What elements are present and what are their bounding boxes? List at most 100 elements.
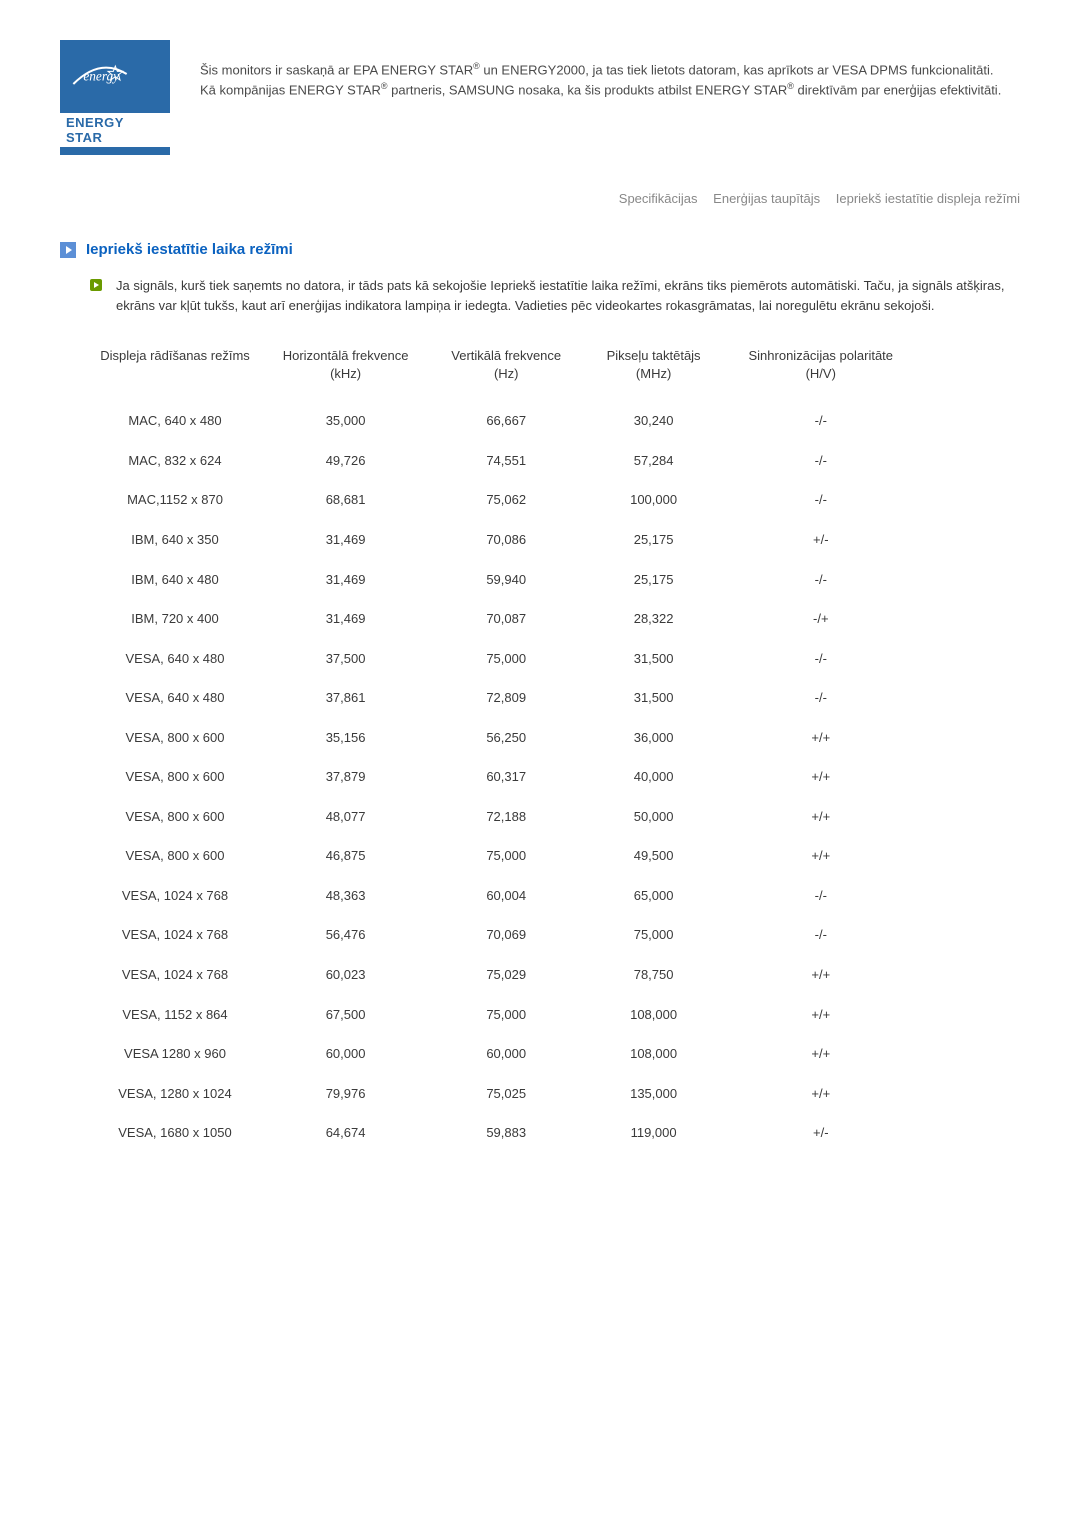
table-cell: -/-: [726, 915, 916, 955]
table-cell: 68,681: [260, 480, 431, 520]
table-cell: VESA, 800 x 600: [90, 797, 260, 837]
table-cell: 67,500: [260, 995, 431, 1035]
table-cell: VESA 1280 x 960: [90, 1034, 260, 1074]
table-cell: 60,000: [260, 1034, 431, 1074]
table-cell: 37,879: [260, 757, 431, 797]
tab-ieprieks-iestatite-rezimi[interactable]: Iepriekš iestatītie displeja režīmi: [836, 191, 1020, 206]
intro-part: un ENERGY2000, ja tas tiek lietots dator…: [480, 62, 994, 77]
table-cell: 46,875: [260, 836, 431, 876]
energy-star-logo: energy ENERGY STAR: [60, 40, 170, 155]
table-cell: 70,069: [431, 915, 581, 955]
table-row: VESA, 1680 x 105064,67459,883119,000+/-: [90, 1113, 916, 1153]
table-cell: 37,861: [260, 678, 431, 718]
col-pixel-clock: Pikseļu taktētājs (MHz): [581, 341, 726, 401]
timing-modes-table: Displeja rādīšanas režīms Horizontālā fr…: [90, 341, 916, 1153]
table-cell: 48,363: [260, 876, 431, 916]
table-cell: 49,726: [260, 441, 431, 481]
table-row: VESA, 800 x 60048,07772,18850,000+/+: [90, 797, 916, 837]
table-row: VESA, 640 x 48037,86172,80931,500-/-: [90, 678, 916, 718]
table-cell: -/-: [726, 560, 916, 600]
table-cell: 59,883: [431, 1113, 581, 1153]
table-cell: VESA, 1024 x 768: [90, 915, 260, 955]
table-cell: VESA, 640 x 480: [90, 639, 260, 679]
table-cell: VESA, 1024 x 768: [90, 876, 260, 916]
table-cell: 56,476: [260, 915, 431, 955]
table-cell: 64,674: [260, 1113, 431, 1153]
table-cell: -/+: [726, 599, 916, 639]
intro-part: partneris, SAMSUNG nosaka, ka šis produk…: [388, 82, 788, 97]
energy-logo-graphic: energy: [70, 54, 130, 94]
table-row: VESA, 800 x 60046,87575,00049,500+/+: [90, 836, 916, 876]
table-cell: +/+: [726, 718, 916, 758]
table-cell: 35,000: [260, 401, 431, 441]
table-cell: +/+: [726, 1034, 916, 1074]
table-cell: 75,000: [431, 639, 581, 679]
bullet-icon: [90, 279, 102, 291]
table-cell: 25,175: [581, 520, 726, 560]
table-row: IBM, 640 x 48031,46959,94025,175-/-: [90, 560, 916, 600]
arrow-icon: [60, 242, 76, 258]
table-cell: 79,976: [260, 1074, 431, 1114]
col-v-freq: Vertikālā frekvence (Hz): [431, 341, 581, 401]
table-cell: -/-: [726, 876, 916, 916]
table-cell: VESA, 800 x 600: [90, 718, 260, 758]
reg-mark: ®: [381, 81, 388, 91]
table-cell: 108,000: [581, 1034, 726, 1074]
table-cell: VESA, 800 x 600: [90, 836, 260, 876]
intro-text: Šis monitors ir saskaņā ar EPA ENERGY ST…: [200, 40, 1001, 100]
table-cell: 135,000: [581, 1074, 726, 1114]
table-cell: 40,000: [581, 757, 726, 797]
table-cell: -/-: [726, 401, 916, 441]
table-cell: 50,000: [581, 797, 726, 837]
table-cell: 25,175: [581, 560, 726, 600]
table-cell: 31,469: [260, 560, 431, 600]
table-row: VESA, 1024 x 76848,36360,00465,000-/-: [90, 876, 916, 916]
table-cell: +/+: [726, 995, 916, 1035]
table-row: IBM, 720 x 40031,46970,08728,322-/+: [90, 599, 916, 639]
header-section: energy ENERGY STAR Šis monitors ir saska…: [60, 40, 1020, 155]
table-cell: +/-: [726, 520, 916, 560]
table-row: VESA 1280 x 96060,00060,000108,000+/+: [90, 1034, 916, 1074]
table-cell: IBM, 720 x 400: [90, 599, 260, 639]
table-row: VESA, 1152 x 86467,50075,000108,000+/+: [90, 995, 916, 1035]
table-cell: 59,940: [431, 560, 581, 600]
table-cell: 72,188: [431, 797, 581, 837]
table-cell: 75,000: [581, 915, 726, 955]
table-cell: 75,025: [431, 1074, 581, 1114]
col-mode: Displeja rādīšanas režīms: [90, 341, 260, 401]
table-cell: -/-: [726, 441, 916, 481]
table-row: VESA, 640 x 48037,50075,00031,500-/-: [90, 639, 916, 679]
table-row: MAC, 832 x 62449,72674,55157,284-/-: [90, 441, 916, 481]
table-cell: 65,000: [581, 876, 726, 916]
table-cell: -/-: [726, 639, 916, 679]
intro-part: Šis monitors ir saskaņā ar EPA ENERGY ST…: [200, 62, 473, 77]
table-cell: 31,469: [260, 599, 431, 639]
section-description: Ja signāls, kurš tiek saņemts no datora,…: [116, 276, 1020, 315]
table-cell: +/+: [726, 836, 916, 876]
table-cell: VESA, 800 x 600: [90, 757, 260, 797]
table-cell: 48,077: [260, 797, 431, 837]
reg-mark: ®: [473, 61, 480, 71]
tab-energijas-taupitajs[interactable]: Enerģijas taupītājs: [713, 191, 820, 206]
intro-part: Kā kompānijas ENERGY STAR: [200, 82, 381, 97]
table-cell: 30,240: [581, 401, 726, 441]
tab-specifikacijas[interactable]: Specifikācijas: [619, 191, 698, 206]
table-cell: +/+: [726, 1074, 916, 1114]
table-cell: 70,086: [431, 520, 581, 560]
table-row: MAC, 640 x 48035,00066,66730,240-/-: [90, 401, 916, 441]
table-cell: -/-: [726, 678, 916, 718]
table-cell: 75,000: [431, 836, 581, 876]
table-row: VESA, 800 x 60037,87960,31740,000+/+: [90, 757, 916, 797]
table-cell: 75,000: [431, 995, 581, 1035]
table-cell: 74,551: [431, 441, 581, 481]
table-cell: 31,500: [581, 639, 726, 679]
logo-label: ENERGY STAR: [60, 113, 170, 147]
table-cell: 100,000: [581, 480, 726, 520]
table-cell: VESA, 1024 x 768: [90, 955, 260, 995]
table-cell: 75,029: [431, 955, 581, 995]
table-cell: +/+: [726, 757, 916, 797]
table-cell: 60,000: [431, 1034, 581, 1074]
table-row: MAC,1152 x 87068,68175,062100,000-/-: [90, 480, 916, 520]
col-h-freq: Horizontālā frekvence (kHz): [260, 341, 431, 401]
table-cell: IBM, 640 x 480: [90, 560, 260, 600]
